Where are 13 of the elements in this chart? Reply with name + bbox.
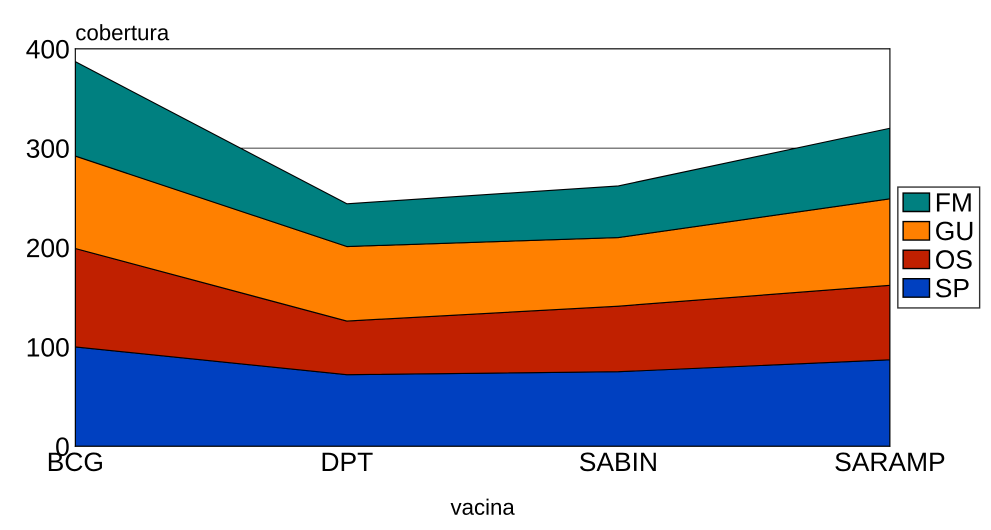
y-axis-title: cobertura <box>76 24 170 40</box>
x-tick-label: DPT <box>322 452 373 471</box>
legend-label: FM <box>936 193 971 212</box>
x-tick-label: SARAMP <box>835 452 944 472</box>
legend-label: GU <box>936 222 972 240</box>
y-tick-label: 200 <box>27 238 69 258</box>
y-tick-label: 100 <box>28 338 69 357</box>
legend-label: SP <box>936 278 969 298</box>
x-axis-title: vacina <box>450 498 515 515</box>
y-tick-label: 400 <box>26 40 69 59</box>
legend-label: OS <box>936 250 972 269</box>
x-tick-label: SABIN <box>580 452 656 472</box>
y-tick-label: 300 <box>26 139 69 158</box>
